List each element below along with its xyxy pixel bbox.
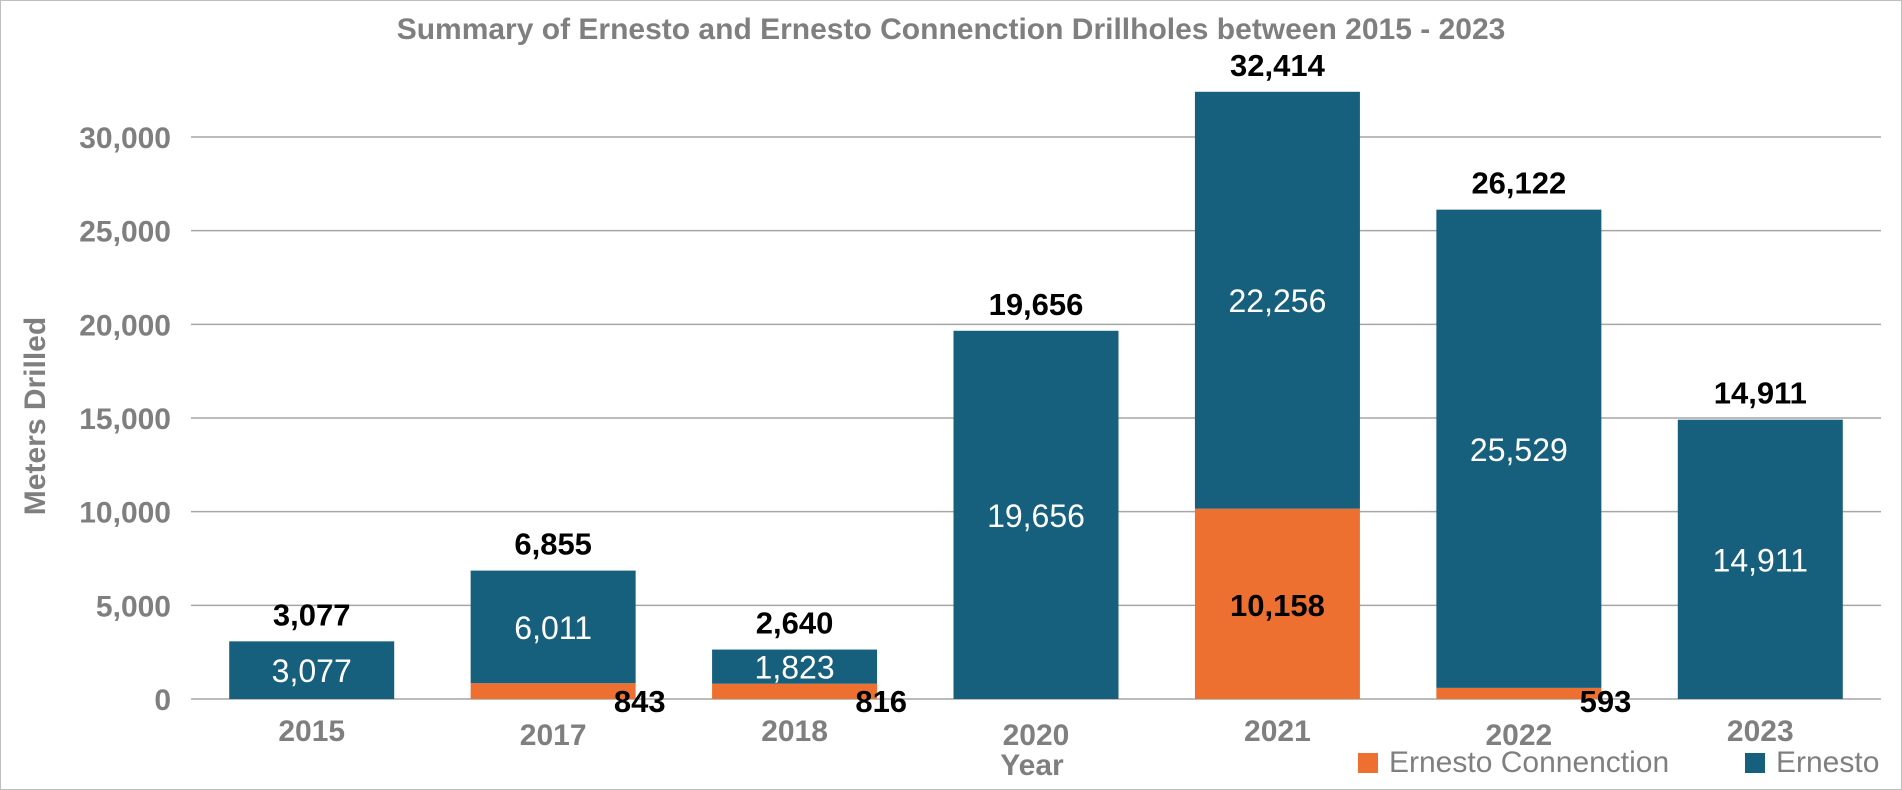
data-label-ernesto: 22,256 <box>1228 283 1326 319</box>
data-label-total: 19,656 <box>989 287 1084 322</box>
y-tick-label: 5,000 <box>96 590 171 623</box>
data-label-total: 14,911 <box>1714 376 1807 411</box>
data-label-ernesto: 1,823 <box>755 650 835 686</box>
data-label-total: 6,855 <box>514 527 592 562</box>
x-tick-label: 2021 <box>1244 715 1311 748</box>
data-label-total: 2,640 <box>756 606 834 641</box>
bar-ernesto-connenction-2017 <box>470 683 636 699</box>
data-label-ernesto: 19,656 <box>987 498 1085 534</box>
y-tick-label: 30,000 <box>79 122 171 155</box>
x-axis-ticks: 2015 2017 2018 2020 2021 2022 2023 <box>278 715 1793 752</box>
data-label-total: 32,414 <box>1230 48 1326 83</box>
chart-title: Summary of Ernesto and Ernesto Connencti… <box>397 13 1506 46</box>
y-tick-label: 15,000 <box>79 403 171 436</box>
bar-ernesto-connenction-2018 <box>712 683 878 699</box>
data-label-ernesto: 25,529 <box>1470 432 1568 468</box>
x-axis-label: Year <box>1000 749 1064 782</box>
y-axis-label: Meters Drilled <box>19 317 52 515</box>
bar-ernesto-connenction-2021 <box>1194 508 1360 699</box>
data-label-ernesto-connenction: 816 <box>855 684 907 719</box>
data-labels: 3,077 3,077 6,011 843 6,855 1,823 816 2,640 19,6… <box>272 48 1808 719</box>
data-label-total: 3,077 <box>273 597 351 632</box>
x-tick-label: 2015 <box>278 715 345 748</box>
data-label-total: 26,122 <box>1471 166 1566 201</box>
legend-swatch-ernesto <box>1745 753 1765 773</box>
bars <box>229 91 1843 699</box>
x-tick-label: 2020 <box>1003 719 1070 752</box>
x-tick-label: 2023 <box>1727 715 1794 748</box>
y-axis-ticks: 0 5,000 10,000 15,000 20,000 25,000 30,000 <box>79 122 171 717</box>
legend-label-ernesto: Ernesto <box>1776 746 1879 779</box>
data-label-ernesto-connenction: 10,158 <box>1230 588 1325 623</box>
data-label-ernesto: 3,077 <box>272 653 352 689</box>
x-tick-label: 2017 <box>520 719 587 752</box>
bar-ernesto-2018 <box>712 649 878 684</box>
x-tick-label: 2018 <box>761 715 828 748</box>
y-tick-label: 20,000 <box>79 309 171 342</box>
bar-ernesto-2022 <box>1436 209 1602 688</box>
data-label-ernesto-connenction: 843 <box>614 684 666 719</box>
data-label-ernesto-connenction: 593 <box>1580 684 1632 719</box>
bar-ernesto-2023 <box>1677 419 1843 699</box>
x-tick-label: 2022 <box>1485 719 1552 752</box>
legend-swatch-ernesto-connenction <box>1358 753 1378 773</box>
legend-label-ernesto-connenction: Ernesto Connenction <box>1389 746 1669 779</box>
y-tick-label: 10,000 <box>79 497 171 530</box>
bar-ernesto-2017 <box>470 570 636 684</box>
bar-ernesto-2015 <box>229 641 395 699</box>
legend: Ernesto Connenction Ernesto <box>1358 746 1879 779</box>
y-tick-label: 0 <box>154 684 171 717</box>
bar-ernesto-2021 <box>1194 91 1360 509</box>
bar-ernesto-connenction-2022 <box>1436 687 1602 699</box>
y-tick-label: 25,000 <box>79 216 171 249</box>
data-label-ernesto: 6,011 <box>514 610 592 646</box>
bar-ernesto-2020 <box>953 330 1119 699</box>
data-label-ernesto: 14,911 <box>1713 542 1809 578</box>
